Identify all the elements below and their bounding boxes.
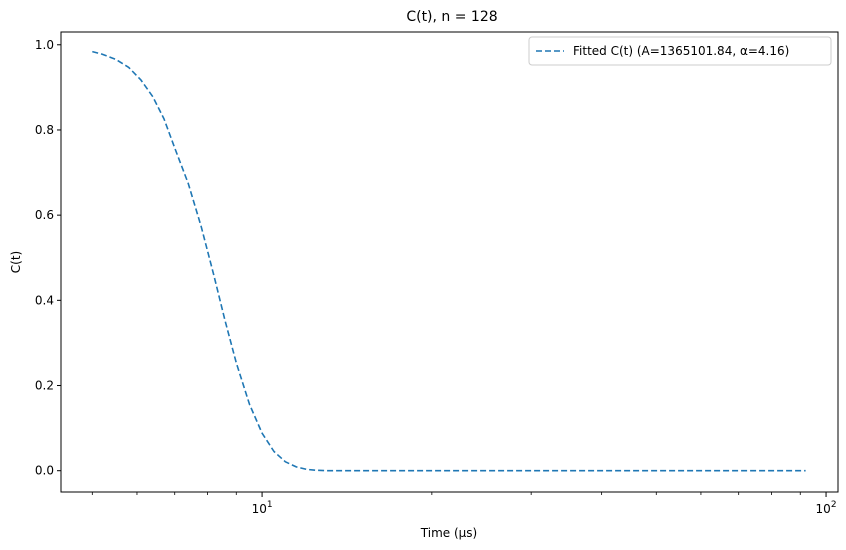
y-axis-title: C(t): [9, 251, 23, 273]
series-line: [92, 50, 806, 472]
y-tick-label: 1.0: [35, 38, 54, 52]
x-axis-title: Time (μs): [420, 526, 477, 540]
legend-box: [528, 36, 832, 66]
y-tick-label: 0.6: [35, 208, 54, 222]
x-tick-label: 101: [252, 500, 273, 516]
chart-title: C(t), n = 128: [406, 9, 497, 25]
y-tick-label: 0.2: [35, 379, 54, 393]
y-tick-label: 0.8: [35, 123, 54, 137]
y-tick-label: 0.4: [35, 293, 54, 307]
y-axis: 0.0 0.2 0.4 0.6 0.8 1.0: [35, 38, 61, 478]
x-axis: 101 102: [91, 492, 837, 516]
series-layer: [92, 50, 806, 472]
y-tick-label: 0.0: [35, 464, 54, 478]
legend-label: Fitted C(t) (A=1365101.84, α=4.16): [573, 44, 789, 58]
legend: Fitted C(t) (A=1365101.84, α=4.16): [528, 36, 832, 66]
x-tick-label: 102: [816, 500, 837, 516]
plot-frame: [60, 31, 839, 493]
